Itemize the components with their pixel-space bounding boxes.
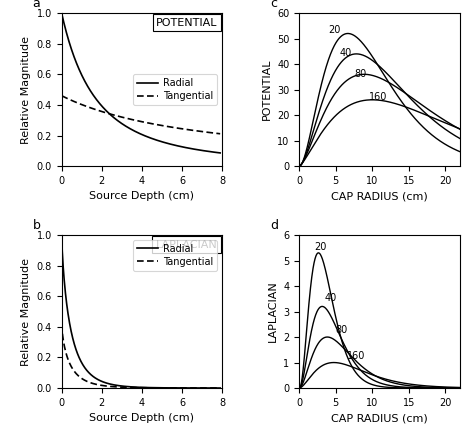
Text: 160: 160 [346, 351, 365, 361]
Text: 20: 20 [314, 242, 326, 252]
X-axis label: Source Depth (cm): Source Depth (cm) [90, 413, 194, 423]
Text: 160: 160 [369, 92, 387, 102]
Text: c: c [270, 0, 277, 10]
Y-axis label: Relative Magnitude: Relative Magnitude [21, 258, 31, 365]
Text: a: a [33, 0, 40, 10]
Text: b: b [33, 219, 41, 232]
Y-axis label: Relative Magnitude: Relative Magnitude [21, 36, 31, 143]
Text: LAPLACIAN: LAPLACIAN [155, 240, 218, 249]
X-axis label: CAP RADIUS (cm): CAP RADIUS (cm) [331, 413, 428, 423]
Y-axis label: POTENTIAL: POTENTIAL [262, 59, 272, 120]
Y-axis label: LAPLACIAN: LAPLACIAN [268, 281, 278, 342]
Text: 40: 40 [339, 48, 352, 58]
X-axis label: CAP RADIUS (cm): CAP RADIUS (cm) [331, 191, 428, 201]
X-axis label: Source Depth (cm): Source Depth (cm) [90, 191, 194, 201]
Text: 20: 20 [328, 25, 341, 35]
Text: d: d [270, 219, 278, 232]
Text: POTENTIAL: POTENTIAL [156, 18, 218, 27]
Text: 80: 80 [336, 325, 348, 335]
Text: 80: 80 [354, 69, 366, 79]
Text: 40: 40 [325, 293, 337, 303]
Legend: Radial, Tangential: Radial, Tangential [133, 240, 217, 271]
Legend: Radial, Tangential: Radial, Tangential [133, 74, 217, 105]
